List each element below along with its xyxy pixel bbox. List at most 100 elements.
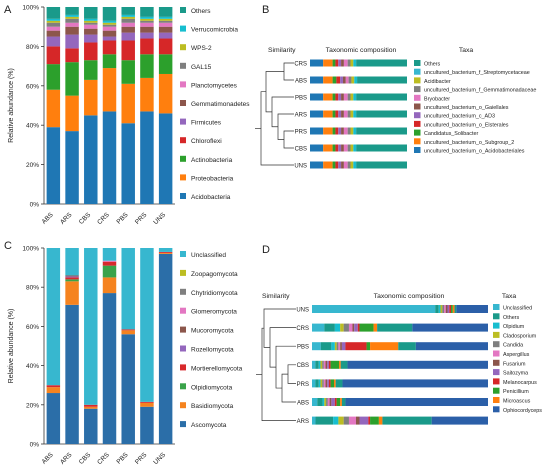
x-tick-label: PRS (134, 211, 149, 226)
legend-swatch-chloroflexi (180, 137, 186, 144)
composition-segment (324, 323, 335, 332)
composition-segment (347, 93, 351, 101)
legend-swatch-rozellomycota (180, 345, 186, 352)
legend-swatch-basidiomycota (180, 402, 186, 409)
composition-segment (320, 342, 332, 351)
bar-segment-gemmatimonadetes (84, 28, 98, 35)
legend-swatch-unclassified (493, 304, 500, 310)
composition-segment (328, 360, 331, 369)
composition-segment (318, 360, 321, 369)
legend-swatch-unclassified (180, 251, 186, 257)
legend-label-cladosporium: Cladosporium (503, 333, 537, 339)
composition-segment (359, 416, 369, 425)
composition-segment (368, 416, 371, 425)
bar-segment-chloroflexi (102, 40, 117, 55)
legend-label-wps-2: WPS-2 (191, 45, 212, 52)
legend-label-others: Others (424, 62, 440, 68)
composition-segment (341, 144, 344, 152)
y-tick-label: 0% (30, 202, 40, 209)
legend-swatch-uncultured-bacterium-f-streptomycetaceae (414, 68, 421, 75)
legend-label-rozellomycota: Rozellomycota (191, 347, 234, 354)
row-label-pbs: PBS (297, 345, 309, 351)
composition-segment (343, 127, 348, 135)
bar-segment-ascomycota (140, 406, 154, 444)
bar-segment-proteobacteria (84, 79, 98, 116)
y-tick-label: 40% (26, 363, 39, 370)
dendrogram-branch (283, 130, 294, 149)
legend-label-aspergillus: Aspergillus (503, 352, 530, 358)
bar-segment-gemmatimonadetes (140, 26, 154, 33)
composition-segment (353, 110, 357, 118)
bar-segment-wps-2 (140, 18, 154, 21)
composition-segment (331, 342, 335, 351)
composition-segment (323, 76, 333, 84)
bar-segment-proteobacteria (46, 89, 61, 128)
legend-swatch-microascus (493, 397, 500, 403)
composition-segment (315, 379, 319, 388)
composition-segment (336, 342, 339, 351)
composition-segment (327, 360, 329, 369)
bar-segment-basidiomycota (158, 252, 173, 254)
panel-b-similarity-composition: Similarity Taxonomic composition Taxa CRS AB… (255, 47, 536, 169)
bar-segment-unclassified (121, 248, 135, 330)
bar-segment-firmicutes (102, 36, 117, 41)
composition-segment (350, 110, 354, 118)
legend-swatch-glomeromycota (180, 307, 186, 314)
composition-segment (341, 342, 346, 351)
composition-segment (382, 416, 432, 425)
bar-segment-firmicutes (140, 32, 154, 39)
legend-label-saitozyma: Saitozyma (503, 371, 528, 377)
legend-swatch-verrucomicrobia (180, 25, 186, 32)
composition-segment (357, 323, 360, 332)
composition-segment (320, 379, 323, 388)
legend-label-planctomycetes: Planctomycetes (191, 82, 238, 89)
bar-segment-proteobacteria (65, 95, 79, 132)
bar-segment-verrucomicrobia (46, 18, 61, 21)
bar-segment-unclassified (84, 248, 98, 405)
composition-segment (323, 110, 333, 118)
bar-segment-proteobacteria (102, 68, 117, 112)
legend-label-melanocarpus: Melanocarpus (503, 380, 537, 386)
bar-segment-verrucomicrobia (121, 14, 135, 17)
composition-segment (312, 398, 318, 406)
composition-segment (340, 323, 344, 332)
bar-segment-actinobacteria (65, 62, 79, 96)
bar-segment-basidiomycota (102, 277, 117, 294)
composition-segment (335, 379, 343, 388)
composition-segment (343, 59, 348, 67)
bar-segment-gemmatimonadetes (46, 30, 61, 37)
bar-segment-unclassified (65, 248, 79, 276)
x-tick-label: CBS (78, 211, 93, 226)
bar-segment-acidobacteria (102, 111, 117, 204)
composition-segment (315, 360, 319, 369)
bar-segment-mortierellomycota (102, 261, 117, 266)
x-tick-label: CRS (96, 451, 111, 466)
composition-segment (340, 360, 348, 369)
legend-label-proteobacteria: Proteobacteria (191, 175, 234, 182)
legend-swatch-uncultured-bacterium-o-acidobacteriales (414, 147, 421, 153)
bar-segment-wps-2 (84, 20, 98, 23)
composition-segment (334, 342, 337, 351)
row-label-crs: CRS (294, 61, 307, 67)
composition-segment (353, 127, 357, 135)
bar-segment-actinobacteria (84, 60, 98, 80)
bar-segment-chloroflexi (46, 46, 61, 65)
legend-swatch-melanocarpus (493, 378, 500, 385)
composition-segment (327, 379, 329, 388)
legend-label-uncultured-bacterium-o-gaiellales: uncultured_bacterium_o_Gaiellales (424, 105, 509, 111)
x-tick-label: UNS (152, 451, 167, 466)
composition-segment (412, 323, 488, 332)
bar-segment-planctomycetes (102, 26, 117, 31)
composition-segment (350, 59, 354, 67)
legend-label-candidatus-solibacter: Candidatus_Solibacter (424, 131, 478, 137)
bar-segment-planctomycetes (84, 24, 98, 29)
legend-label-firmicutes: Firmicutes (191, 120, 222, 127)
legend-swatch-fusarium (493, 359, 500, 366)
bar-segment-others (140, 7, 154, 17)
panel-c-stacked-bar-chart: 0% 20% 40% 60% 80% 100% Relative abundance (%)… (8, 246, 243, 467)
composition-segment (323, 127, 333, 135)
composition-segment (339, 360, 341, 369)
bar-segment-mortierellomycota (46, 385, 61, 388)
legend-label-olpidium: Olpidium (503, 324, 525, 330)
bar-segment-firmicutes (158, 32, 173, 39)
